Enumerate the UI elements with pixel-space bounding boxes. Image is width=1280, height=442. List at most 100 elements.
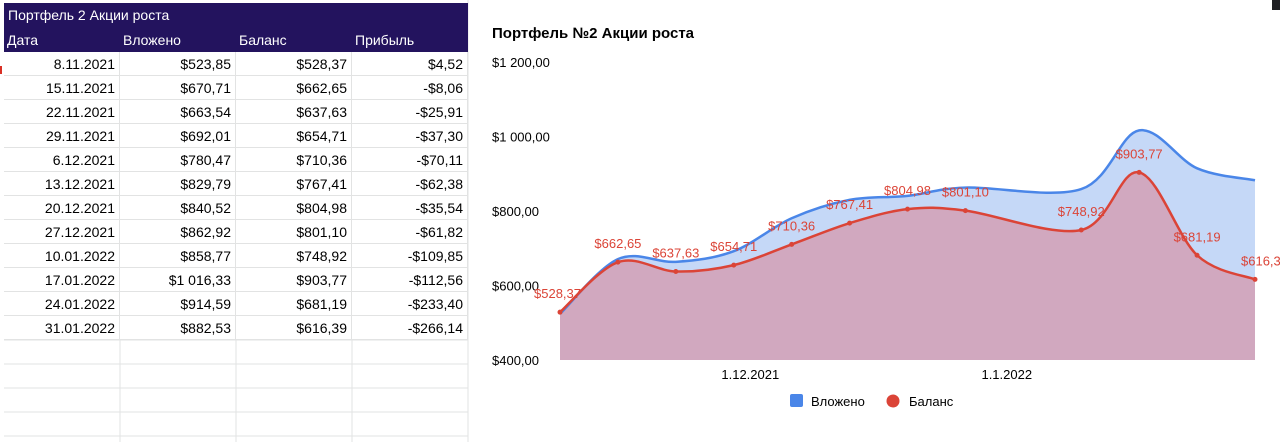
table-row: 8.11.2021 $523,85 $528,37 $4,52 bbox=[4, 52, 468, 76]
chart-title: Портфель №2 Акции роста bbox=[492, 25, 695, 42]
table-cell[interactable]: $801,10 bbox=[236, 220, 352, 243]
table-cell[interactable]: $748,92 bbox=[236, 244, 352, 267]
balance-point[interactable] bbox=[1252, 276, 1258, 282]
table-row: 29.11.2021 $692,01 $654,71 -$37,30 bbox=[4, 124, 468, 148]
table-cell[interactable]: 20.12.2021 bbox=[4, 196, 120, 219]
table-cell[interactable]: -$61,82 bbox=[352, 220, 468, 243]
table-cell[interactable]: -$266,14 bbox=[352, 316, 468, 339]
table-cell[interactable]: $1 016,33 bbox=[120, 268, 236, 291]
table-cell[interactable]: -$109,85 bbox=[352, 244, 468, 267]
table-cell[interactable]: $829,79 bbox=[120, 172, 236, 195]
table-cell[interactable]: $4,52 bbox=[352, 52, 468, 75]
table-cell[interactable]: $528,37 bbox=[236, 52, 352, 75]
data-label: $748,92 bbox=[1058, 204, 1105, 219]
table-row: 15.11.2021 $670,71 $662,65 -$8,06 bbox=[4, 76, 468, 100]
data-label: $681,19 bbox=[1174, 229, 1221, 244]
balance-point[interactable] bbox=[1194, 252, 1200, 258]
table-cell[interactable]: $654,71 bbox=[236, 124, 352, 147]
data-label: $528,37 bbox=[534, 286, 581, 301]
column-header[interactable]: Баланс bbox=[239, 32, 287, 48]
y-tick-label: $800,00 bbox=[492, 204, 539, 219]
table-row: 20.12.2021 $840,52 $804,98 -$35,54 bbox=[4, 196, 468, 220]
balance-point[interactable] bbox=[905, 206, 910, 212]
table-cell[interactable]: 29.11.2021 bbox=[4, 124, 120, 147]
table-cell[interactable]: 31.01.2022 bbox=[4, 316, 120, 339]
legend-label-invested[interactable]: Вложено bbox=[811, 394, 865, 409]
table-cell[interactable]: $914,59 bbox=[120, 292, 236, 315]
balance-point[interactable] bbox=[1078, 227, 1084, 233]
y-tick-label: $1 200,00 bbox=[492, 55, 550, 70]
table-cell[interactable]: -$35,54 bbox=[352, 196, 468, 219]
table-cell[interactable]: $523,85 bbox=[120, 52, 236, 75]
y-tick-label: $400,00 bbox=[492, 353, 539, 368]
balance-point[interactable] bbox=[731, 262, 737, 268]
chart[interactable]: Портфель №2 Акции роста $400,00 $600,00 $80… bbox=[480, 10, 1280, 430]
table-cell[interactable]: $862,92 bbox=[120, 220, 236, 243]
legend-label-balance[interactable]: Баланс bbox=[909, 394, 954, 409]
series-line-invested[interactable] bbox=[559, 129, 1256, 315]
data-label: $903,77 bbox=[1116, 146, 1163, 161]
table-cell[interactable]: $681,19 bbox=[236, 292, 352, 315]
table-cell[interactable]: $804,98 bbox=[236, 196, 352, 219]
table-cell[interactable]: -$112,56 bbox=[352, 268, 468, 291]
table-cell[interactable]: $662,65 bbox=[236, 76, 352, 99]
table-cell[interactable]: -$25,91 bbox=[352, 100, 468, 123]
table-row: 6.12.2021 $780,47 $710,36 -$70,11 bbox=[4, 148, 468, 172]
table-body: 8.11.2021 $523,85 $528,37 $4,52 15.11.2021 $6… bbox=[4, 52, 468, 340]
x-tick-label: 1.12.2021 bbox=[721, 367, 779, 382]
table-cell[interactable]: $858,77 bbox=[120, 244, 236, 267]
table-cell[interactable]: 10.01.2022 bbox=[4, 244, 120, 267]
data-label: $710,36 bbox=[768, 218, 815, 233]
table-cell[interactable]: 22.11.2021 bbox=[4, 100, 120, 123]
table-cell[interactable]: 17.01.2022 bbox=[4, 268, 120, 291]
table-title[interactable]: Портфель 2 Акции роста bbox=[4, 3, 468, 28]
balance-point[interactable] bbox=[1136, 169, 1142, 175]
table-cell[interactable]: 6.12.2021 bbox=[4, 148, 120, 171]
balance-point[interactable] bbox=[673, 268, 679, 274]
balance-point[interactable] bbox=[789, 241, 795, 247]
table-cell[interactable]: -$37,30 bbox=[352, 124, 468, 147]
data-table: Портфель 2 Акции роста Дата Вложено Баланс… bbox=[4, 3, 468, 340]
table-cell[interactable]: $670,71 bbox=[120, 76, 236, 99]
table-cell[interactable]: $903,77 bbox=[236, 268, 352, 291]
table-cell[interactable]: -$233,40 bbox=[352, 292, 468, 315]
y-tick-label: $600,00 bbox=[492, 279, 539, 294]
legend-swatch-invested[interactable] bbox=[790, 394, 803, 407]
table-row: 27.12.2021 $862,92 $801,10 -$61,82 bbox=[4, 220, 468, 244]
balance-point[interactable] bbox=[962, 208, 968, 214]
table-cell[interactable]: $616,39 bbox=[236, 316, 352, 339]
table-cell[interactable]: 24.01.2022 bbox=[4, 292, 120, 315]
table-cell[interactable]: 8.11.2021 bbox=[4, 52, 120, 75]
table-cell[interactable]: $767,41 bbox=[236, 172, 352, 195]
table-cell[interactable]: $780,47 bbox=[120, 148, 236, 171]
table-header: Дата Вложено Баланс Прибыль bbox=[4, 28, 468, 52]
table-cell[interactable]: -$70,11 bbox=[352, 148, 468, 171]
balance-point[interactable] bbox=[847, 220, 853, 226]
table-cell[interactable]: $637,63 bbox=[236, 100, 352, 123]
balance-point[interactable] bbox=[557, 309, 563, 315]
data-label: $767,41 bbox=[826, 197, 873, 212]
legend-swatch-balance[interactable] bbox=[886, 394, 900, 408]
area-chart-svg: Портфель №2 Акции роста $400,00 $600,00 $80… bbox=[492, 25, 1280, 409]
data-label: $804,98 bbox=[884, 183, 931, 198]
table-cell[interactable]: $882,53 bbox=[120, 316, 236, 339]
column-header[interactable]: Прибыль bbox=[355, 32, 415, 48]
table-cell[interactable]: 15.11.2021 bbox=[4, 76, 120, 99]
table-row: 17.01.2022 $1 016,33 $903,77 -$112,56 bbox=[4, 268, 468, 292]
table-cell[interactable]: $663,54 bbox=[120, 100, 236, 123]
x-tick-label: 1.1.2022 bbox=[981, 367, 1032, 382]
column-header[interactable]: Вложено bbox=[123, 32, 181, 48]
y-tick-label: $1 000,00 bbox=[492, 130, 550, 145]
column-header[interactable]: Дата bbox=[7, 32, 39, 48]
table-cell[interactable]: 13.12.2021 bbox=[4, 172, 120, 195]
table-cell[interactable]: $840,52 bbox=[120, 196, 236, 219]
table-cell[interactable]: $710,36 bbox=[236, 148, 352, 171]
table-row: 31.01.2022 $882,53 $616,39 -$266,14 bbox=[4, 316, 468, 340]
table-cell[interactable]: -$62,38 bbox=[352, 172, 468, 195]
table-cell[interactable]: 27.12.2021 bbox=[4, 220, 120, 243]
balance-point[interactable] bbox=[615, 259, 621, 265]
table-cell[interactable]: -$8,06 bbox=[352, 76, 468, 99]
table-row: 24.01.2022 $914,59 $681,19 -$233,40 bbox=[4, 292, 468, 316]
table-cell[interactable]: $692,01 bbox=[120, 124, 236, 147]
